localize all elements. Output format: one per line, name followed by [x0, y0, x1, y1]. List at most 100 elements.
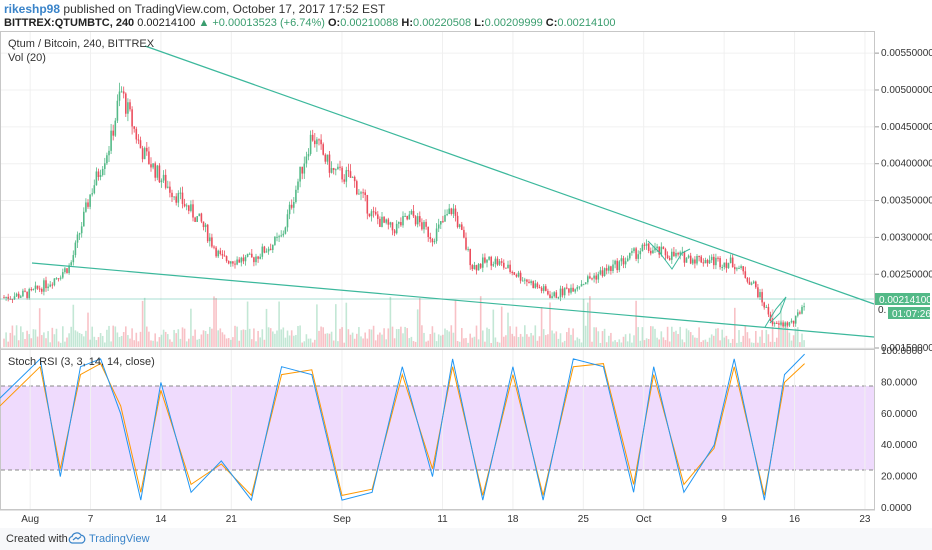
volume-bar [450, 325, 453, 347]
volume-bar [167, 334, 169, 347]
volume-bar [423, 332, 425, 347]
candle-body [295, 189, 297, 203]
volume-bar [660, 331, 663, 347]
price-axis[interactable]: 0.00550000 0.00500000 0.00450000 0.00400000… [875, 48, 932, 354]
candle-body [534, 283, 537, 288]
volume-bar [133, 340, 135, 347]
candle-body [51, 284, 54, 286]
volume-bar [91, 326, 93, 347]
volume-bar [643, 340, 646, 347]
rsi-tick-label: 40.0000 [881, 440, 918, 451]
last-price-tag [875, 293, 930, 305]
candle-body [557, 297, 560, 299]
tradingview-cloud-icon[interactable] [68, 532, 86, 544]
volume-bar [580, 342, 583, 347]
volume-bar [368, 329, 371, 347]
volume-bar [589, 296, 591, 347]
candle-body [57, 278, 60, 280]
candle-body [341, 167, 343, 180]
volume-bar [492, 309, 495, 347]
candle-body [626, 258, 629, 262]
volume-bar [477, 339, 480, 347]
chart-svg[interactable]: Qtum / Bitcoin, 240, BITTREX Vol (20) St… [0, 31, 932, 528]
candle-body [347, 170, 350, 172]
candle-body [782, 322, 784, 327]
price-tick-label: 0.00350000 [881, 196, 932, 207]
volume-bar [626, 341, 629, 347]
volume-bar [242, 329, 245, 347]
candle-body [463, 229, 465, 238]
candle-body [715, 257, 717, 266]
candle-body [286, 214, 289, 228]
candle-body [589, 276, 591, 279]
lower-trendline[interactable] [31, 262, 875, 338]
volume-bar [553, 333, 555, 347]
upper-trendline[interactable] [144, 45, 875, 305]
candle-body [631, 251, 633, 253]
grid [1, 32, 874, 509]
volume-bar [135, 332, 138, 347]
candle-body [179, 192, 182, 194]
candle-body [24, 290, 26, 292]
candle-body [351, 176, 354, 178]
volume-bar [440, 335, 442, 347]
time-axis[interactable]: Aug 7 14 21 Sep 11 18 25 Oct 9 16 23 [21, 514, 871, 525]
candle-body [515, 274, 518, 277]
chart-frame[interactable]: Qtum / Bitcoin, 240, BITTREX Vol (20) St… [0, 31, 932, 528]
candle-body [740, 266, 742, 268]
volume-bar [563, 340, 566, 347]
volume-bar [7, 341, 9, 347]
pattern-drawing-1[interactable] [647, 240, 691, 270]
volume-bar [297, 326, 299, 347]
volume-bar [555, 331, 558, 347]
volume-bar [358, 327, 360, 347]
volume-bar [551, 330, 553, 347]
volume-bar [146, 326, 148, 347]
volume-bar [43, 332, 45, 347]
volume-bar [227, 338, 230, 347]
volume-bar [622, 336, 625, 347]
volume-bar [721, 329, 723, 347]
candle-body [620, 258, 623, 262]
volume-bar [356, 333, 358, 347]
volume-bar [461, 328, 463, 347]
rsi-axis[interactable]: 100.0000 80.0000 60.0000 40.0000 20.0000 0.00… [881, 346, 923, 514]
volume-bar [683, 342, 686, 347]
volume-bar [469, 333, 471, 347]
low-key: L: [474, 17, 485, 29]
price-pane[interactable] [0, 31, 875, 349]
volume-bar [62, 326, 64, 347]
volume-bar [582, 299, 585, 347]
candle-body [152, 163, 154, 168]
candle-body [410, 210, 413, 215]
volume-bar [456, 341, 459, 347]
volume-bar [650, 326, 652, 347]
volume-bar [324, 333, 327, 347]
volume-bar [261, 329, 264, 347]
candle-body [450, 208, 453, 214]
candle-body [553, 292, 555, 297]
price-tick-label: 0.00250000 [881, 269, 932, 280]
candle-body [238, 259, 240, 263]
candle-body [645, 243, 648, 246]
tradingview-brand[interactable]: TradingView [89, 533, 150, 545]
ohlc-line: BITTREX:QTUMBTC, 240 0.00214100 ▲ +0.000… [4, 17, 616, 29]
volume-bar [41, 335, 43, 347]
candle-body [404, 215, 406, 217]
volume-bar [190, 308, 192, 347]
candle-body [446, 213, 448, 216]
volume-bar [629, 333, 631, 347]
pattern-drawing-2[interactable] [764, 296, 787, 328]
volume-bar [330, 331, 333, 347]
volume-bar [259, 337, 261, 347]
volume-bar [597, 331, 600, 347]
candle-body [188, 205, 190, 211]
author-link[interactable]: rikeshp98 [4, 2, 61, 16]
candle-body [650, 250, 652, 254]
candle-body [28, 289, 30, 298]
volume-bar [673, 331, 675, 347]
volume-bar [465, 337, 467, 347]
volume-bar [681, 339, 684, 347]
volume-bar [374, 340, 377, 347]
candle-body [379, 218, 381, 227]
